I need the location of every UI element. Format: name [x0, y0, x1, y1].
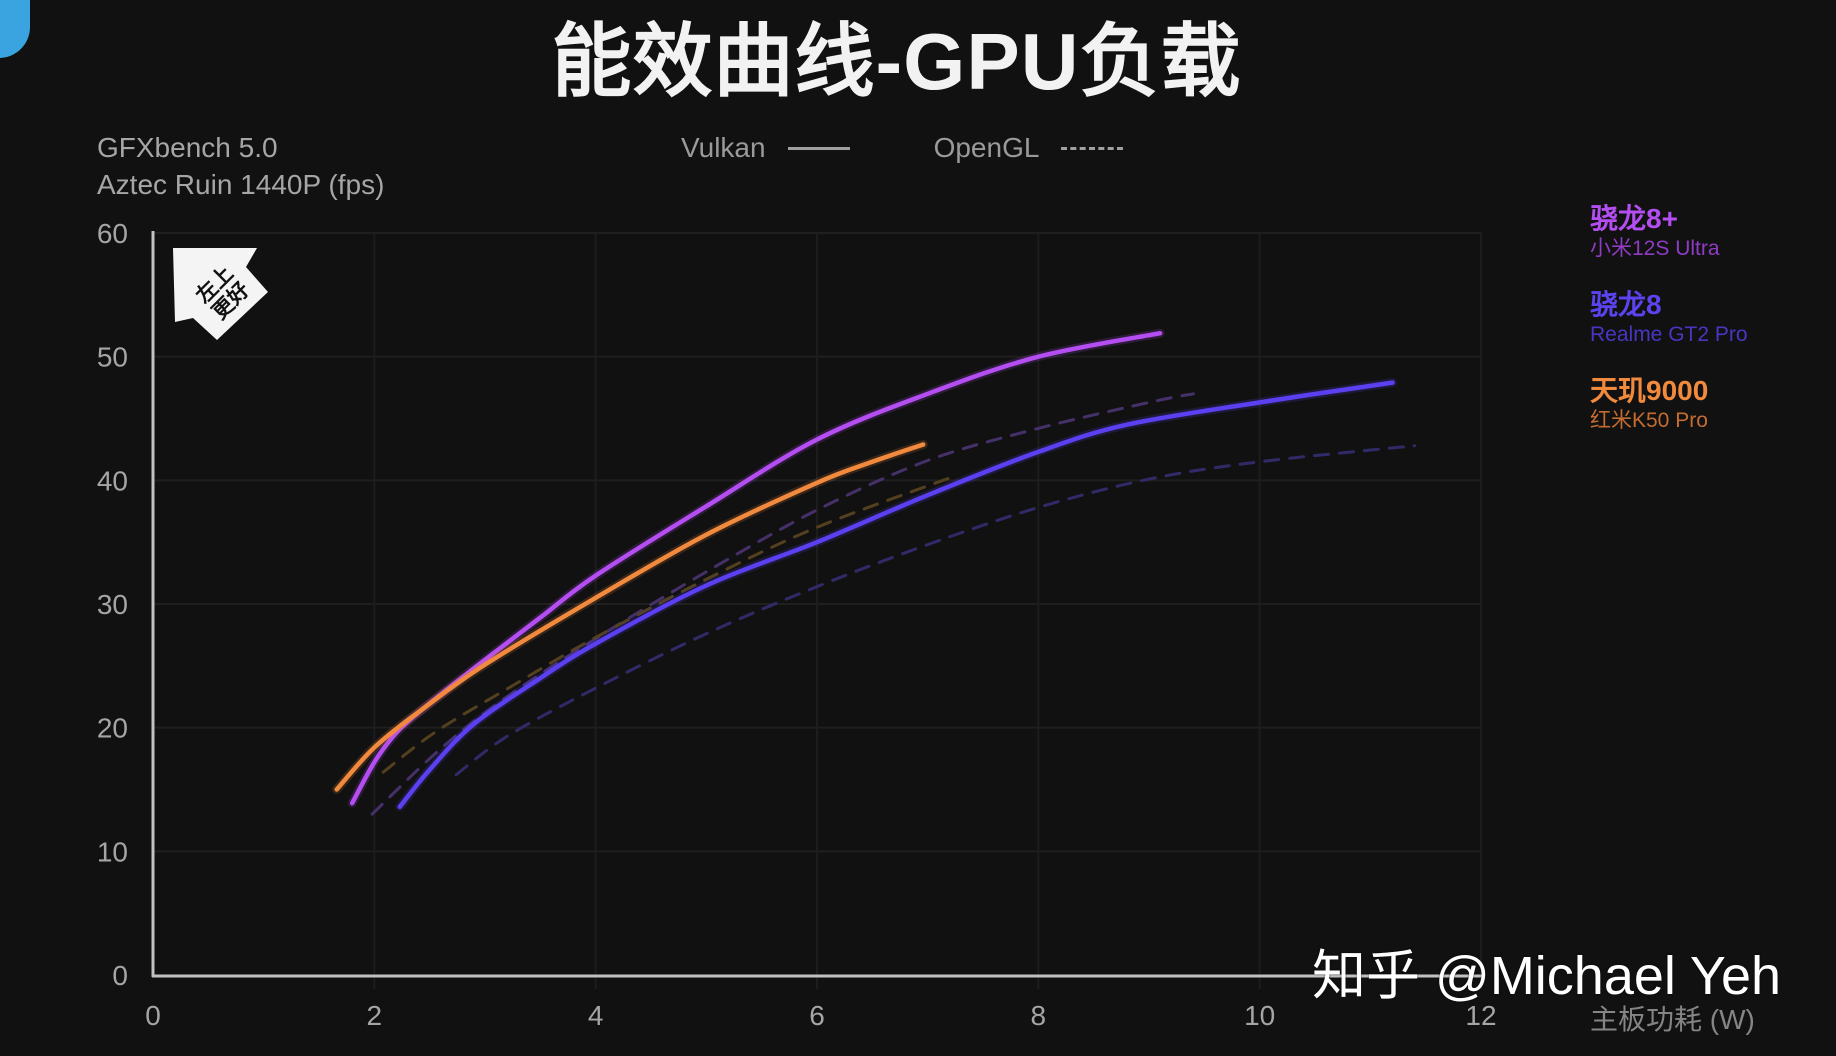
legend-opengl-label: OpenGL — [933, 132, 1040, 163]
legend-entry-snapdragon-8: 骁龙8 Realme GT2 Pro — [1590, 289, 1748, 349]
legend-device: 小米12S Ultra — [1590, 237, 1720, 260]
legend-device: Realme GT2 Pro — [1590, 323, 1748, 346]
series-vulkan-line-glow — [395, 378, 1397, 812]
arrow-up-left-icon — [173, 248, 268, 340]
legend-chip: 骁龙8+ — [1590, 203, 1678, 234]
y-tick-label: 60 — [97, 218, 128, 249]
legend-vulkan-label: Vulkan — [681, 132, 766, 163]
y-tick-label: 20 — [97, 713, 128, 744]
x-tick-label: 6 — [809, 1000, 825, 1031]
legend-device: 红米K50 Pro — [1590, 409, 1708, 432]
y-tick-label: 30 — [97, 589, 128, 620]
benchmark-name: GFXbench 5.0 — [97, 132, 278, 163]
device-legend: 骁龙8+ 小米12S Ultra 骁龙8 Realme GT2 Pro 天玑90… — [1590, 203, 1748, 435]
x-tick-label: 8 — [1031, 1000, 1047, 1031]
dashed-line-icon — [1061, 146, 1124, 150]
series-vulkan-line — [334, 442, 926, 792]
better-direction-badge: 左上 更好 — [173, 247, 269, 343]
series-opengl-dashed-line — [454, 444, 1417, 777]
legend-vulkan: Vulkan — [681, 132, 850, 164]
series-opengl-dashed-line — [370, 392, 1195, 816]
series-vulkan-line — [349, 330, 1163, 806]
x-tick-label: 12 — [1465, 1000, 1496, 1031]
x-tick-label: 10 — [1244, 1000, 1275, 1031]
chart-title: 能效曲线-GPU负载 — [551, 17, 1242, 106]
legend-opengl: OpenGL — [934, 132, 1124, 164]
api-legend: Vulkan OpenGL — [681, 130, 1207, 166]
y-tick-label: 50 — [97, 342, 128, 373]
legend-entry-dimensity-9000: 天玑9000 红米K50 Pro — [1590, 375, 1748, 435]
legend-chip: 天玑9000 — [1590, 375, 1709, 406]
y-tick-label: 0 — [112, 960, 128, 991]
benchmark-metric: Aztec Ruin 1440P (fps) — [97, 169, 385, 200]
solid-line-icon — [787, 146, 850, 150]
series-vulkan-line — [397, 380, 1395, 810]
benchmark-label: GFXbench 5.0 Aztec Ruin 1440P (fps) — [97, 129, 384, 203]
legend-chip: 骁龙8 — [1590, 289, 1662, 320]
x-tick-label: 2 — [367, 1000, 383, 1031]
x-tick-label: 4 — [588, 1000, 604, 1031]
y-tick-label: 10 — [97, 836, 128, 867]
series-lines — [332, 328, 1417, 816]
watermark: 知乎 @Michael Yeh — [1312, 946, 1782, 1006]
y-tick-label: 40 — [97, 465, 128, 496]
series-opengl-dashed-line — [381, 476, 952, 774]
axes — [151, 231, 1484, 978]
x-tick-label: 0 — [145, 1000, 161, 1031]
x-axis-label: 主板功耗 (W) — [1590, 1004, 1755, 1035]
gridlines — [153, 232, 1482, 989]
legend-entry-snapdragon-8-plus: 骁龙8+ 小米12S Ultra — [1590, 203, 1748, 263]
tick-labels: 0 10 20 30 40 50 60 0 2 4 6 8 10 12 — [97, 218, 1497, 1031]
